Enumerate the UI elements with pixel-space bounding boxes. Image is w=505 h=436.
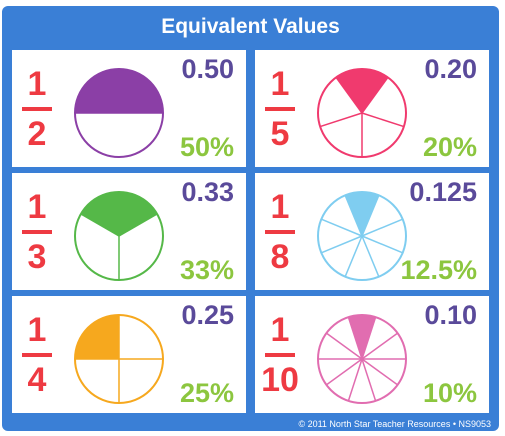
fraction: 1 10 [257,310,303,400]
slice-divider [80,213,120,237]
numerator: 1 [27,65,47,103]
numerator: 1 [27,188,47,226]
denominator: 3 [27,238,47,276]
copyright-footer: © 2011 North Star Teacher Resources • NS… [298,419,491,429]
card-one-tenth: 1 10 0.10 10% [255,296,489,413]
shaded-slice [80,192,158,236]
pie-icon [74,191,164,281]
fraction: 1 5 [257,64,303,154]
pie-icon [317,68,407,158]
pie-icon [317,314,407,404]
fraction: 1 3 [14,187,60,277]
slice-divider [347,316,363,360]
denominator: 4 [27,361,47,399]
card-one-fourth: 1 4 0.25 25% [12,296,246,413]
percent-value: 12.5% [400,255,477,285]
card-one-third: 1 3 0.33 33% [12,173,246,290]
slice-divider [361,235,403,254]
slice-divider [321,235,363,254]
shaded-slice [345,192,379,236]
slice-divider [347,358,363,402]
equivalent-values-chart: Equivalent Values 1 2 0.50 50% 1 5 0.20 … [2,6,499,431]
slice-divider [344,235,363,277]
slice-divider [361,235,380,277]
card-one-eighth: 1 8 0.125 12.5% [255,173,489,290]
denominator: 2 [27,115,47,153]
denominator: 5 [270,115,290,153]
percent-value: 33% [179,255,234,285]
slice-divider [361,358,377,402]
fraction-bar [22,107,52,111]
percent-value: 10% [422,378,477,408]
shaded-slice [75,315,119,359]
shaded-slice [75,69,163,113]
slice-divider [321,218,363,237]
fraction-bar [22,353,52,357]
numerator: 1 [270,188,290,226]
numerator: 1 [270,65,290,103]
denominator: 8 [270,238,290,276]
decimal-value: 0.125 [409,177,477,207]
pie-outline [317,191,407,281]
slice-divider [361,316,377,360]
fraction-bar [265,107,295,111]
decimal-value: 0.10 [424,300,477,330]
pie-icon [74,68,164,158]
slice-divider [344,195,363,237]
numerator: 1 [270,311,290,349]
percent-value: 20% [422,132,477,162]
percent-value: 50% [179,132,234,162]
slice-divider [361,218,403,237]
denominator: 10 [261,361,299,399]
slice-divider [118,213,158,237]
fraction: 1 4 [14,310,60,400]
slice-divider [335,76,363,114]
fraction-bar [265,230,295,234]
slice-divider [361,358,399,386]
slice-divider [325,358,363,386]
decimal-value: 0.20 [424,54,477,84]
decimal-value: 0.33 [181,177,234,207]
percent-value: 25% [179,378,234,408]
card-one-half: 1 2 0.50 50% [12,50,246,167]
fraction: 1 8 [257,187,303,277]
fraction-bar [22,230,52,234]
slice-divider [361,195,380,237]
shaded-slice [336,69,388,113]
shaded-slice [348,315,376,359]
slice-divider [319,112,363,128]
numerator: 1 [27,311,47,349]
slice-divider [361,112,405,128]
decimal-value: 0.25 [181,300,234,330]
card-one-fifth: 1 5 0.20 20% [255,50,489,167]
decimal-value: 0.50 [181,54,234,84]
pie-icon [74,314,164,404]
fraction-bar [265,353,295,357]
chart-title: Equivalent Values [161,15,340,38]
fraction: 1 2 [14,64,60,154]
slice-divider [361,76,389,114]
pie-icon [317,191,407,281]
slice-divider [325,332,363,360]
slice-divider [361,332,399,360]
